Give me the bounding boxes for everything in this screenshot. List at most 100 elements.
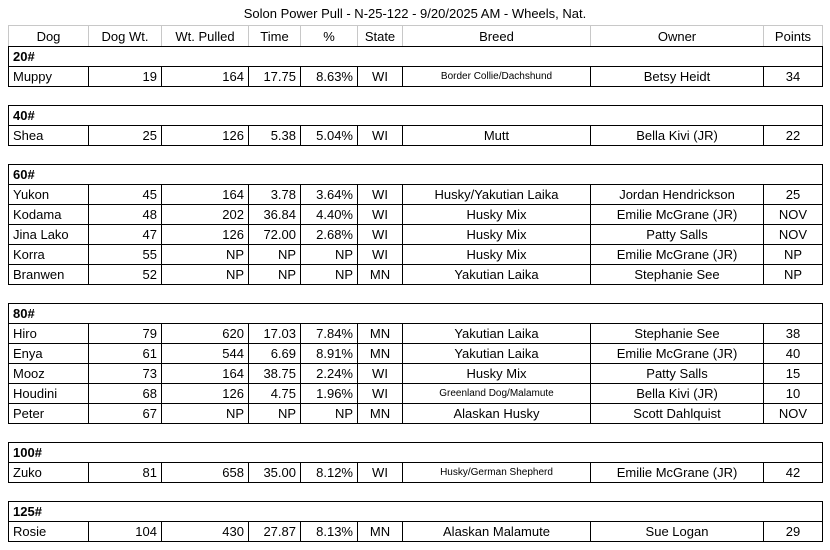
- table-cell: 45: [88, 184, 162, 205]
- table-cell: Emilie McGrane (JR): [590, 343, 764, 364]
- table-cell: 5.38: [248, 125, 301, 146]
- table-cell: 19: [88, 66, 162, 87]
- table-cell: NOV: [763, 403, 823, 424]
- table-cell: Rosie: [8, 521, 89, 542]
- table-cell: Bella Kivi (JR): [590, 383, 764, 404]
- table-cell: 79: [88, 323, 162, 344]
- table-cell: NP: [161, 264, 249, 285]
- table-cell: WI: [357, 125, 403, 146]
- table-cell: 620: [161, 323, 249, 344]
- weight-class-label: 80#: [8, 303, 823, 324]
- table-cell: Scott Dahlquist: [590, 403, 764, 424]
- table-cell: 22: [763, 125, 823, 146]
- table-cell: 40: [763, 343, 823, 364]
- table-cell: WI: [357, 66, 403, 87]
- table-cell: Yakutian Laika: [402, 343, 591, 364]
- table-cell: Hiro: [8, 323, 89, 344]
- table-cell: 42: [763, 462, 823, 483]
- table-cell: Mooz: [8, 363, 89, 384]
- table-cell: NOV: [763, 224, 823, 245]
- table-cell: Husky Mix: [402, 244, 591, 265]
- table-cell: MN: [357, 521, 403, 542]
- column-header: Time: [248, 25, 301, 47]
- table-cell: Emilie McGrane (JR): [590, 244, 764, 265]
- table-cell: Shea: [8, 125, 89, 146]
- table-cell: Yakutian Laika: [402, 323, 591, 344]
- table-cell: 38: [763, 323, 823, 344]
- column-header: Dog Wt.: [88, 25, 162, 47]
- table-cell: Husky Mix: [402, 363, 591, 384]
- table-cell: Enya: [8, 343, 89, 364]
- column-header: Wt. Pulled: [161, 25, 249, 47]
- column-header: Owner: [590, 25, 764, 47]
- table-cell: Stephanie See: [590, 264, 764, 285]
- table-cell: 8.13%: [300, 521, 358, 542]
- table-cell: 5.04%: [300, 125, 358, 146]
- table-cell: Patty Salls: [590, 363, 764, 384]
- table-cell: 67: [88, 403, 162, 424]
- table-cell: 8.63%: [300, 66, 358, 87]
- table-cell: Sue Logan: [590, 521, 764, 542]
- table-cell: 430: [161, 521, 249, 542]
- table-cell: 38.75: [248, 363, 301, 384]
- table-cell: 126: [161, 383, 249, 404]
- table-cell: WI: [357, 244, 403, 265]
- table-cell: Zuko: [8, 462, 89, 483]
- table-cell: 544: [161, 343, 249, 364]
- table-cell: WI: [357, 224, 403, 245]
- table-cell: 8.91%: [300, 343, 358, 364]
- table-cell: Alaskan Malamute: [402, 521, 591, 542]
- table-cell: 164: [161, 66, 249, 87]
- table-cell: Kodama: [8, 204, 89, 225]
- weight-class-label: 125#: [8, 501, 823, 522]
- weight-class-label: 20#: [8, 46, 823, 67]
- table-cell: Muppy: [8, 66, 89, 87]
- table-cell: MN: [357, 264, 403, 285]
- table-cell: WI: [357, 204, 403, 225]
- table-cell: Bella Kivi (JR): [590, 125, 764, 146]
- column-header: State: [357, 25, 403, 47]
- column-header: Points: [763, 25, 823, 47]
- table-cell: 1.96%: [300, 383, 358, 404]
- table-cell: Husky/German Shepherd: [402, 462, 591, 483]
- table-cell: 25: [763, 184, 823, 205]
- table-cell: 25: [88, 125, 162, 146]
- table-cell: 3.78: [248, 184, 301, 205]
- table-cell: 104: [88, 521, 162, 542]
- table-cell: 55: [88, 244, 162, 265]
- table-cell: Emilie McGrane (JR): [590, 204, 764, 225]
- table-cell: 36.84: [248, 204, 301, 225]
- weight-class-label: 100#: [8, 442, 823, 463]
- table-cell: NP: [248, 264, 301, 285]
- table-cell: Husky Mix: [402, 224, 591, 245]
- column-header: %: [300, 25, 358, 47]
- table-cell: NP: [300, 264, 358, 285]
- table-cell: Jina Lako: [8, 224, 89, 245]
- table-cell: NP: [248, 403, 301, 424]
- table-cell: Alaskan Husky: [402, 403, 591, 424]
- table-cell: Yakutian Laika: [402, 264, 591, 285]
- table-cell: 35.00: [248, 462, 301, 483]
- table-cell: 2.68%: [300, 224, 358, 245]
- column-header: Dog: [8, 25, 89, 47]
- table-cell: Husky/Yakutian Laika: [402, 184, 591, 205]
- table-cell: Yukon: [8, 184, 89, 205]
- table-cell: Patty Salls: [590, 224, 764, 245]
- table-cell: Husky Mix: [402, 204, 591, 225]
- table-cell: 15: [763, 363, 823, 384]
- table-cell: NP: [300, 403, 358, 424]
- table-cell: Betsy Heidt: [590, 66, 764, 87]
- table-cell: 52: [88, 264, 162, 285]
- table-cell: NP: [161, 244, 249, 265]
- table-cell: WI: [357, 383, 403, 404]
- table-cell: NOV: [763, 204, 823, 225]
- table-cell: 10: [763, 383, 823, 404]
- column-header: Breed: [402, 25, 591, 47]
- table-cell: 72.00: [248, 224, 301, 245]
- table-cell: 48: [88, 204, 162, 225]
- table-cell: Houdini: [8, 383, 89, 404]
- table-cell: Jordan Hendrickson: [590, 184, 764, 205]
- table-cell: 17.75: [248, 66, 301, 87]
- table-cell: NP: [248, 244, 301, 265]
- table-cell: NP: [161, 403, 249, 424]
